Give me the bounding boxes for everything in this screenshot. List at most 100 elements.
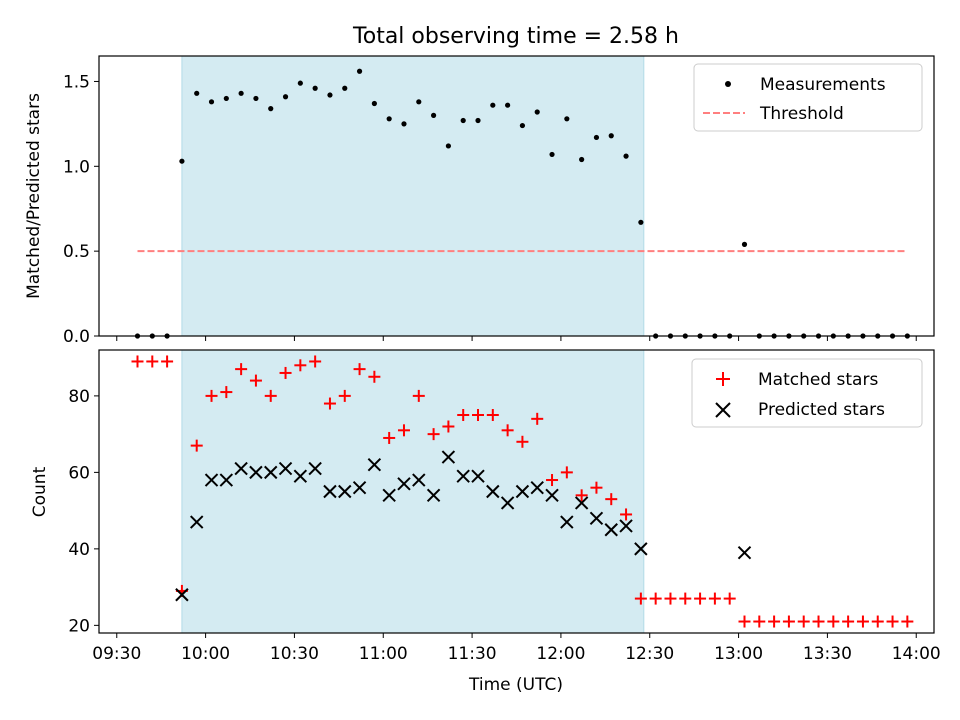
ratio-data (134, 68, 910, 339)
x-tick-label: 13:00 (714, 644, 763, 664)
measurement-point (356, 68, 363, 74)
measurement-point (282, 94, 289, 100)
predicted-star-point (382, 488, 396, 503)
y-tick-label: 1.5 (63, 72, 90, 92)
predicted-star-point (397, 477, 411, 491)
predicted-star-point (500, 496, 515, 510)
matched-star-point (575, 489, 588, 502)
predicted-star-point (589, 511, 604, 525)
matched-star-point (427, 428, 440, 441)
predicted-star-point (486, 484, 500, 499)
measurement-point (327, 92, 333, 98)
matched-star-point (620, 508, 633, 521)
ratio-y-axis-label: Matched/Predicted stars (24, 93, 44, 299)
matched-star-point (338, 389, 351, 402)
matched-star-point (871, 615, 884, 628)
predicted-star-point (456, 469, 470, 483)
matched-star-point (886, 615, 899, 628)
matched-star-point (856, 615, 869, 628)
matched-star-point (812, 615, 825, 628)
matched-star-point (590, 481, 603, 494)
ratio-legend-box (693, 63, 923, 132)
predicted-star-point (338, 484, 352, 499)
measurement-point (534, 109, 540, 115)
measurement-point (564, 116, 570, 122)
measurement-point (505, 102, 511, 108)
count-panel: 20 40 60 80 09:30 10:00 10:30 11:00 11:30 12:00 1… (30, 349, 941, 695)
measurement-point (253, 95, 259, 102)
predicted-star-point (293, 469, 308, 483)
measurement-point (519, 122, 526, 129)
matched-star-point (279, 366, 292, 379)
matched-star-point (546, 474, 559, 487)
y-tick-label: 40 (68, 540, 90, 560)
ratio-x-ticks (116, 336, 917, 341)
matched-star-point (249, 374, 262, 387)
predicted-star-point (737, 545, 752, 560)
measurement-point (401, 121, 407, 127)
measurement-point (490, 102, 496, 108)
y-tick-label: 0.5 (63, 242, 90, 262)
predicted-star-point (545, 488, 559, 503)
x-tick-label: 12:30 (625, 644, 674, 664)
x-tick-label: 12:00 (536, 644, 585, 664)
measurement-point (608, 133, 614, 139)
matched-star-point (664, 592, 677, 605)
x-tick-label: 13:30 (803, 644, 852, 664)
matched-star-point (501, 424, 514, 437)
matched-star-point (220, 386, 233, 399)
matched-star-point (708, 592, 721, 605)
y-tick-label: 1.0 (63, 157, 90, 177)
predicted-star-point (175, 588, 189, 602)
measurement-point (223, 95, 229, 102)
measurement-point (268, 106, 274, 112)
predicted-star-point (560, 515, 574, 529)
measurement-point (475, 117, 481, 124)
matched-star-point (768, 615, 781, 628)
matched-star-point (412, 389, 425, 402)
matched-star-point (397, 424, 410, 437)
matched-star-point (264, 389, 277, 402)
matched-star-point (753, 615, 766, 628)
predicted-star-point (308, 461, 322, 476)
predicted-star-point (249, 465, 263, 480)
y-tick-label: 60 (68, 463, 90, 483)
measurement-point (623, 153, 629, 159)
matched-star-point (649, 592, 662, 605)
matched-star-point (323, 397, 336, 410)
predicted-star-point (515, 484, 530, 499)
legend-measurements-label: Measurements (760, 75, 886, 95)
measurement-point (238, 90, 244, 96)
predicted-star-point (234, 461, 248, 476)
count-axes-frame (98, 349, 935, 634)
measurement-point (194, 90, 200, 96)
matched-star-point (235, 363, 248, 376)
predicted-star-point (574, 496, 589, 510)
measurement-point (430, 112, 437, 118)
matched-star-point (679, 592, 692, 605)
x-tick-label: 10:30 (270, 644, 319, 664)
observing-window-span-top (181, 55, 645, 337)
measurement-point (179, 158, 185, 164)
x-axis-label: Time (UTC) (468, 675, 563, 695)
predicted-star-point (634, 542, 648, 556)
ratio-axes-frame (98, 55, 935, 337)
ratio-y-ticks: 0.0 0.5 1.0 1.5 (63, 72, 99, 347)
measurement-point (386, 116, 392, 122)
predicted-star-point (604, 523, 618, 537)
predicted-star-point (426, 488, 441, 503)
predicted-star-point (352, 480, 367, 495)
legend-matched-label: Matched stars (758, 370, 878, 390)
matched-star-point (190, 439, 203, 452)
predicted-star-point (278, 461, 293, 476)
matched-star-point (738, 615, 751, 628)
legend-matched-marker (716, 372, 730, 386)
matched-star-point (205, 389, 218, 402)
matched-star-point (486, 409, 499, 422)
matched-star-point (723, 592, 736, 605)
measurement-point (638, 219, 644, 225)
count-legend: Matched stars Predicted stars (691, 358, 923, 428)
chart-title: Total observing time = 2.58 h (352, 24, 679, 49)
x-tick-label: 11:30 (448, 644, 497, 664)
